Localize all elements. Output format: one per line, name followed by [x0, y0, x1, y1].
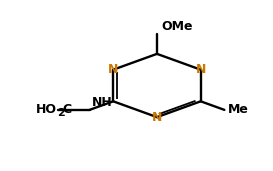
Text: N: N [108, 63, 118, 76]
Text: C: C [63, 103, 72, 116]
Text: HO: HO [36, 103, 57, 116]
Text: N: N [195, 63, 206, 76]
Text: Me: Me [228, 103, 248, 116]
Text: N: N [152, 111, 162, 124]
Text: NH: NH [92, 96, 113, 109]
Text: 2: 2 [57, 108, 65, 118]
Text: OMe: OMe [161, 20, 192, 33]
